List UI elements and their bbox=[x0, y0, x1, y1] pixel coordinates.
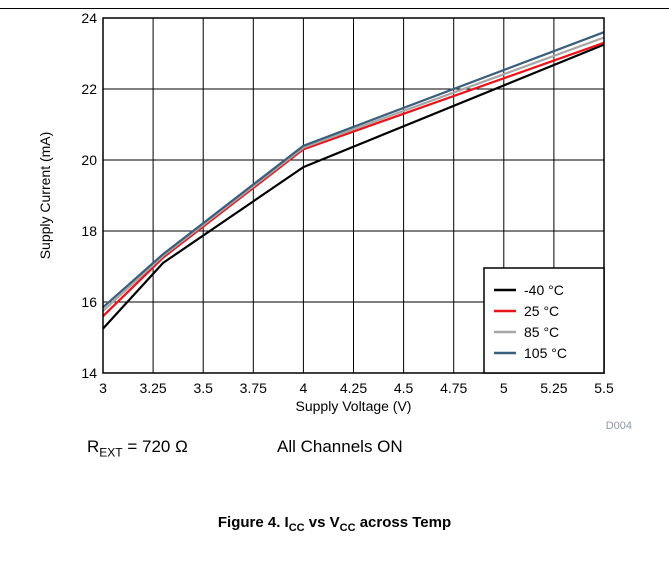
legend-box bbox=[483, 267, 605, 374]
channels-note: All Channels ON bbox=[277, 437, 403, 456]
y-tick-label-2: 18 bbox=[81, 223, 97, 239]
caption-suffix: across Temp bbox=[355, 514, 452, 531]
rext-note: REXT = 720 Ω bbox=[87, 437, 188, 459]
caption-prefix: Figure 4. I bbox=[217, 514, 289, 531]
figure-id-label: D004 bbox=[606, 420, 632, 432]
x-axis-title: Supply Voltage (V) bbox=[296, 398, 412, 414]
rext-symbol: R bbox=[87, 437, 100, 456]
x-tick-label-8: 5 bbox=[500, 380, 508, 396]
x-tick-label-7: 4.75 bbox=[440, 380, 467, 396]
x-tick-label-1: 3.25 bbox=[139, 380, 166, 396]
x-tick-label-5: 4.25 bbox=[340, 380, 367, 396]
x-tick-label-4: 4 bbox=[300, 380, 308, 396]
series-line-0 bbox=[102, 43, 605, 330]
plot-frame bbox=[102, 17, 605, 374]
y-tick-label-3: 20 bbox=[81, 152, 97, 168]
y-tick-label-1: 16 bbox=[81, 294, 97, 310]
x-tick-label-10: 5.5 bbox=[594, 380, 614, 396]
series-line-2 bbox=[102, 36, 605, 312]
legend-label-0: -40 °C bbox=[524, 282, 564, 298]
x-tick-label-6: 4.5 bbox=[394, 380, 414, 396]
series-line-1 bbox=[102, 41, 605, 317]
supply-current-chart: 3 3.25 3.5 3.75 4 4.25 4.5 4.75 5 5.25 5.5 14 16 18 2… bbox=[37, 10, 632, 432]
rext-value: = 720 Ω bbox=[122, 437, 188, 456]
y-tick-label-0: 14 bbox=[81, 365, 97, 381]
top-rule bbox=[0, 8, 669, 9]
y-tick-label-4: 22 bbox=[81, 81, 97, 97]
legend-label-3: 105 °C bbox=[524, 345, 567, 361]
y-axis-title: Supply Current (mA) bbox=[37, 132, 53, 260]
caption-sub-1: CC bbox=[288, 522, 305, 534]
x-tick-label-2: 3.5 bbox=[193, 380, 213, 396]
x-tick-labels: 3 3.25 3.5 3.75 4 4.25 4.5 4.75 5 5.25 5.5 bbox=[99, 380, 614, 396]
x-tick-label-9: 5.25 bbox=[540, 380, 567, 396]
rext-subscript: EXT bbox=[99, 445, 123, 460]
caption-middle: vs V bbox=[304, 514, 340, 531]
legend: -40 °C 25 °C 85 °C 105 °C bbox=[483, 267, 605, 374]
y-tick-label-5: 24 bbox=[81, 10, 97, 26]
legend-label-1: 25 °C bbox=[524, 303, 559, 319]
y-tick-labels: 14 16 18 20 22 24 bbox=[81, 10, 97, 381]
caption-sub-2: CC bbox=[339, 522, 356, 534]
series-line-3 bbox=[102, 31, 605, 309]
legend-label-2: 85 °C bbox=[524, 324, 559, 340]
figure-caption: Figure 4. ICC vs VCC across Temp bbox=[0, 514, 669, 534]
x-tick-label-3: 3.75 bbox=[240, 380, 267, 396]
x-tick-label-0: 3 bbox=[99, 380, 107, 396]
series-layer bbox=[102, 31, 605, 330]
